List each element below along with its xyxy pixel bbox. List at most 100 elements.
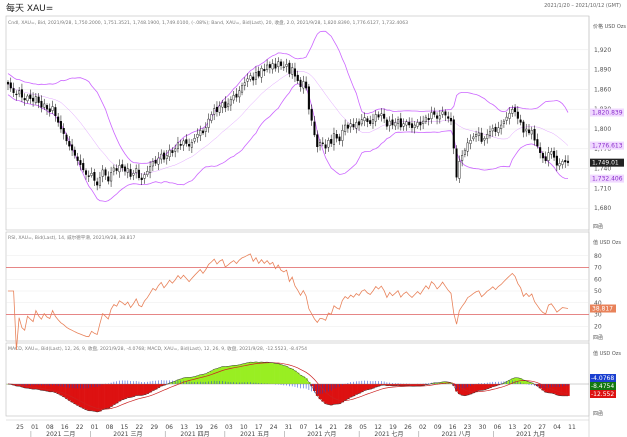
macd-area-bar: [299, 375, 303, 384]
x-tick-label: 13: [509, 424, 517, 431]
candle-body: [413, 124, 416, 128]
x-tick-label: 30: [479, 424, 487, 431]
candle-body: [502, 120, 505, 125]
chart-canvas[interactable]: Cndl, XAU=, Bid, 2021/9/28, 1,750.2000, …: [0, 14, 627, 437]
month-label: 2021 三月: [113, 431, 142, 437]
candle-body: [165, 155, 168, 159]
macd-area-bar: [154, 384, 158, 390]
month-label: 2021 九月: [516, 430, 545, 437]
macd-area-bar: [42, 384, 46, 391]
candle-body: [544, 156, 547, 161]
rsi-unit-label: 值 USD Ozs: [593, 239, 621, 246]
price-panel[interactable]: [5, 15, 590, 231]
candle-body: [514, 107, 517, 113]
candle-body: [279, 61, 283, 66]
candle-body: [93, 172, 96, 181]
x-tick-label: 17: [255, 424, 263, 431]
x-tick-label: 25: [16, 424, 24, 431]
macd-area-bar: [274, 363, 278, 384]
candle-body: [252, 76, 255, 81]
price-mid-band-label: 1,776.613: [592, 143, 623, 150]
macd-area-bar: [354, 384, 358, 395]
x-tick-label: 02: [419, 424, 427, 431]
candle-body: [500, 124, 503, 129]
x-tick-label: 09: [434, 424, 442, 431]
candle-body: [57, 116, 60, 123]
macd-area-bar: [416, 384, 420, 386]
candle-body: [199, 130, 202, 136]
macd-area-bar: [157, 384, 161, 388]
candle-body: [447, 116, 450, 119]
candle-body: [293, 68, 297, 77]
macd-area-bar: [552, 384, 556, 394]
macd-area-bar: [79, 384, 83, 408]
macd-area-bar: [235, 365, 239, 384]
macd-area-bar: [56, 384, 60, 394]
macd-area-bar: [260, 361, 264, 384]
candle-body: [550, 151, 553, 155]
macd-area-bar: [112, 384, 116, 405]
candle-body: [402, 123, 405, 127]
candle-body: [196, 134, 199, 138]
candle-body: [37, 96, 40, 103]
macd-area-bar: [561, 384, 565, 396]
candle-body: [151, 161, 154, 167]
rsi-tick-label: 80: [594, 253, 602, 260]
macd-area-bar: [131, 384, 136, 397]
candle-body: [201, 130, 205, 134]
macd-area-bar: [221, 366, 225, 384]
macd-area-bar: [519, 378, 523, 384]
macd-area-bar: [226, 366, 230, 384]
candle-body: [522, 121, 525, 133]
rsi-panel[interactable]: [5, 231, 590, 342]
macd-area-bar: [254, 361, 258, 384]
candle-body: [171, 150, 174, 153]
candle-body: [26, 95, 29, 102]
macd-area-bar: [104, 384, 108, 409]
candle-body: [274, 63, 277, 69]
candle-body: [416, 122, 419, 127]
x-tick-label: 11: [568, 424, 576, 431]
macd-area-bar: [483, 384, 487, 390]
macd-area-bar: [335, 384, 339, 405]
candle-body: [174, 148, 177, 152]
macd-area-bar: [346, 384, 350, 400]
candle-body: [90, 173, 93, 176]
macd-area-bar: [237, 364, 241, 384]
candle-body: [561, 161, 564, 165]
macd-area-bar: [151, 384, 155, 391]
candle-body: [185, 139, 188, 144]
candle-body: [129, 169, 132, 177]
macd-area-bar: [246, 362, 250, 384]
candle-body: [84, 170, 88, 175]
candle-body: [360, 119, 363, 125]
candle-body: [424, 116, 427, 123]
x-tick-label: 07: [300, 424, 308, 431]
candle-body: [302, 81, 305, 89]
x-tick-label: 22: [76, 424, 84, 431]
candle-body: [40, 100, 43, 108]
rsi-line: [8, 253, 569, 350]
candle-body: [369, 120, 372, 124]
macd-area-bar: [65, 384, 69, 399]
candle-body: [232, 95, 235, 101]
candlesticks: [6, 57, 570, 191]
macd-area-bar: [494, 384, 498, 387]
macd-area-bar: [360, 384, 364, 393]
x-tick-label: 22: [136, 424, 144, 431]
candle-body: [371, 119, 375, 124]
candle-body: [79, 160, 82, 165]
macd-area-bar: [120, 384, 124, 400]
macd-area-bar: [196, 375, 200, 384]
rsi-tick-label: 70: [594, 265, 602, 272]
macd-area-bar: [527, 382, 531, 384]
candle-body: [363, 117, 366, 122]
macd-area-bar: [293, 370, 297, 384]
macd-area-bar: [257, 362, 261, 384]
price-lower-band-label: 1,732.406: [592, 176, 623, 183]
macd-area-bar: [332, 384, 336, 405]
macd-area-bar: [62, 384, 66, 397]
x-tick-label: 03: [225, 424, 233, 431]
price-tick-label: 1,710: [594, 185, 611, 192]
candle-body: [96, 181, 99, 186]
